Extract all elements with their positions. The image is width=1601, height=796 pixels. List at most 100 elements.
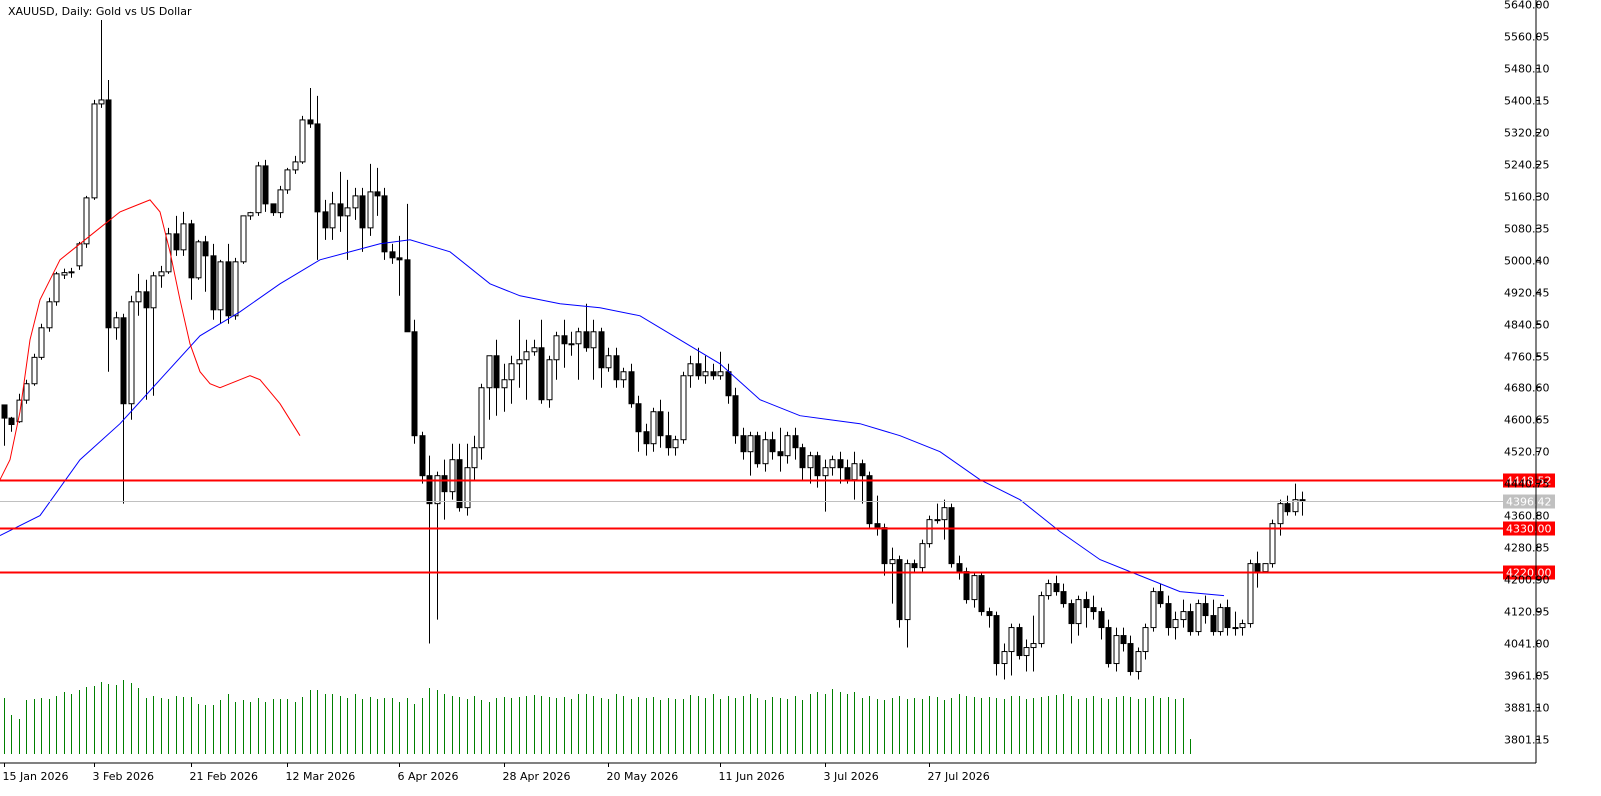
candle-bear (1165, 603, 1172, 629)
candle-bear (359, 195, 366, 229)
candle-bear (837, 459, 844, 469)
candle-bull (1008, 627, 1015, 653)
candle-bear (143, 291, 150, 309)
candle-bear (441, 475, 448, 493)
candle-bull (501, 379, 508, 389)
candle-bear (777, 451, 784, 457)
candle-bear (411, 331, 418, 437)
candle-bear (1284, 503, 1291, 513)
candle-bull (76, 243, 83, 267)
candle-bull (464, 467, 471, 509)
candle-bull (851, 463, 858, 481)
candle-bear (657, 411, 664, 437)
y-tick-label: 5640.00 (1504, 0, 1550, 12)
y-tick-label: 5400.15 (1504, 95, 1550, 108)
candle-bear (896, 559, 903, 621)
candle-bull (232, 261, 239, 317)
y-tick-label: 4680.60 (1504, 382, 1550, 395)
candle-bull (1180, 611, 1187, 621)
candle-bear (643, 431, 650, 445)
y-tick-label: 4920.45 (1504, 287, 1550, 300)
candle-bear (1224, 607, 1231, 629)
candle-bull (53, 273, 60, 303)
candle-bear (993, 615, 1000, 665)
price-axis: 5640.00 5560.05 5480.10 5400.15 5320.20 5240.… (1504, 0, 1550, 747)
candle-bull (150, 275, 157, 309)
candle-bear (1157, 591, 1164, 605)
candle-bull (523, 351, 530, 361)
candle-bear (419, 435, 426, 477)
candle-bear (1254, 563, 1261, 573)
candle-bull (135, 291, 142, 303)
x-tick-label: 3 Jul 2026 (824, 770, 879, 783)
candle-bull (1217, 607, 1224, 633)
candle-bear (389, 251, 396, 259)
x-tick-label: 3 Feb 2026 (93, 770, 154, 783)
candle-bull (1150, 591, 1157, 629)
candle-bear (1016, 627, 1023, 657)
candle-bull (247, 212, 254, 217)
candle-bull (98, 99, 105, 105)
candle-bear (270, 203, 277, 214)
candle-bull (471, 447, 478, 469)
x-tick-label: 28 Apr 2026 (503, 770, 571, 783)
y-tick-label: 5320.20 (1504, 127, 1550, 140)
candle-bear (1105, 627, 1112, 665)
candle-bear (561, 335, 568, 345)
candle-bear (1120, 635, 1127, 645)
candle-bull (16, 399, 23, 423)
candle-bull (934, 519, 941, 522)
candle-bull (1292, 499, 1299, 513)
horizontal-levels: 4396.42 4448.52 4330.00 4220.00 (0, 473, 1555, 580)
candle-bear (1053, 583, 1060, 593)
candle-bull (620, 371, 627, 381)
candle-bear (613, 355, 620, 381)
candle-bull (1172, 619, 1179, 629)
candle-bull (575, 331, 582, 345)
candle-bull (255, 165, 262, 214)
candle-bull (367, 191, 374, 229)
candle-bear (314, 123, 321, 213)
candle-bull (478, 387, 485, 449)
candle-bull (329, 203, 336, 229)
candle-bull (889, 559, 896, 565)
candle-bull (650, 411, 657, 445)
candle-bull (971, 575, 978, 601)
candle-bull (926, 519, 933, 545)
candle-bull (516, 359, 523, 365)
candle-bear (1127, 643, 1134, 673)
candle-bear (8, 417, 15, 426)
y-tick-label: 3961.05 (1504, 670, 1550, 683)
y-tick-label: 4840.50 (1504, 319, 1550, 332)
candle-bull (284, 169, 291, 191)
candle-bull (531, 347, 538, 353)
y-tick-label: 3801.15 (1504, 734, 1550, 747)
x-tick-label: 15 Jan 2026 (3, 770, 69, 783)
y-tick-label: 5000.40 (1504, 255, 1550, 268)
candle-bear (210, 255, 217, 311)
candle-bear (1060, 591, 1067, 605)
candle-bear (956, 563, 963, 573)
current-price-label: 4396.42 (1506, 496, 1552, 509)
candle-bull (38, 327, 45, 358)
candle-bull (508, 363, 515, 381)
x-tick-label: 11 Jun 2026 (719, 770, 785, 783)
candle-bull (672, 439, 679, 449)
volume-histogram (4, 680, 1191, 754)
candle-bull (1277, 503, 1284, 525)
candle-bull (605, 355, 612, 369)
candle-bull (784, 435, 791, 457)
candle-bear (404, 259, 411, 333)
candle-bull (83, 197, 90, 245)
level-label: 4330.00 (1506, 523, 1552, 536)
candle-bull (553, 335, 560, 361)
candle-bull (1195, 603, 1202, 633)
time-axis: 15 Jan 2026 3 Feb 2026 21 Feb 2026 12 Mar 2… (3, 763, 990, 783)
candle-bear (948, 507, 955, 565)
candle-bear (456, 459, 463, 509)
candle-bull (807, 455, 814, 469)
candle-bear (426, 475, 433, 505)
candle-bear (769, 439, 776, 453)
candle-bull (1038, 595, 1045, 645)
